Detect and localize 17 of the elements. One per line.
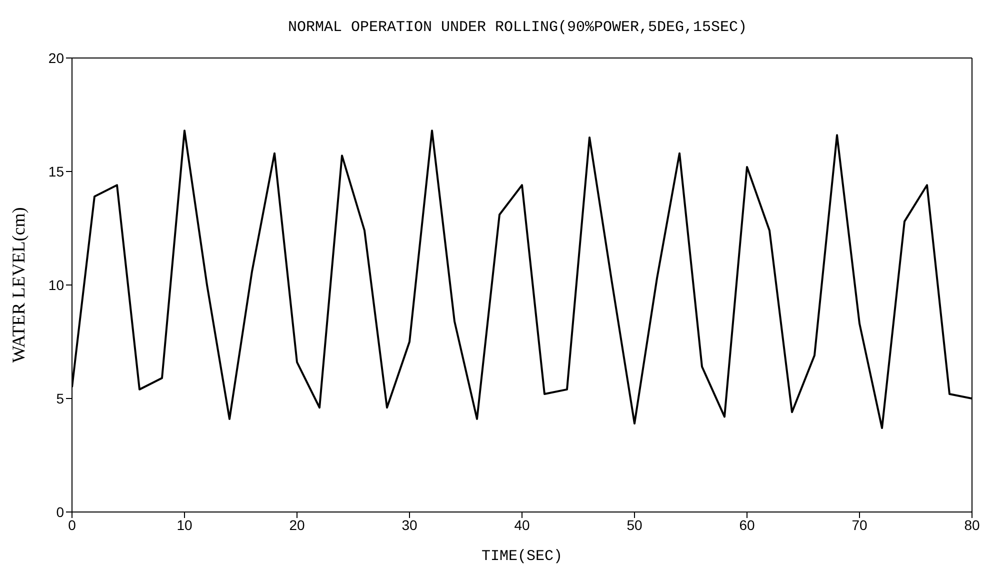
x-tick-label: 50 — [626, 516, 642, 533]
y-tick-label: 15 — [48, 163, 64, 180]
x-tick-label: 30 — [402, 516, 418, 533]
y-axis-title: WATER LEVEL(cm) — [8, 207, 28, 363]
x-tick-label: 70 — [852, 516, 868, 533]
x-tick-label: 20 — [289, 516, 305, 533]
x-tick-label: 0 — [68, 516, 76, 533]
y-tick-label: 10 — [48, 276, 64, 293]
x-tick-label: 10 — [176, 516, 192, 533]
x-tick-label: 60 — [739, 516, 755, 533]
x-tick-label: 80 — [964, 516, 980, 533]
x-axis-title: TIME(SEC) — [481, 548, 563, 564]
y-tick-label: 5 — [56, 390, 64, 406]
y-tick-label: 0 — [56, 504, 64, 520]
chart-title: NORMAL OPERATION UNDER ROLLING(90%POWER,5DEG,15SEC) — [286, 18, 748, 38]
x-tick-label: 40 — [514, 516, 530, 533]
y-tick-label: 20 — [48, 50, 64, 66]
